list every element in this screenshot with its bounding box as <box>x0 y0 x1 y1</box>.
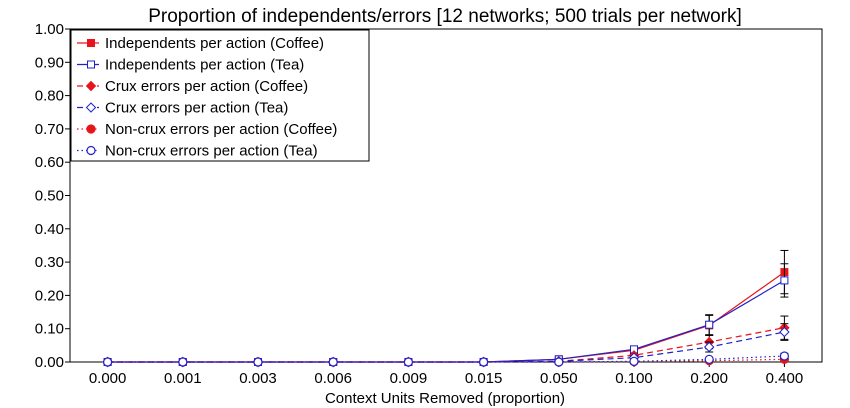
legend-label: Non-crux errors per action (Tea) <box>105 143 318 160</box>
series-5 <box>102 354 790 367</box>
y-tick-label: 0.50 <box>35 188 64 205</box>
legend-marker <box>86 124 96 134</box>
series-2 <box>103 263 789 366</box>
y-tick-label: 0.10 <box>35 321 64 338</box>
legend: Independents per action (Coffee) Independ… <box>70 29 370 162</box>
y-tick-label: 0.30 <box>35 254 64 271</box>
data-point <box>779 326 790 338</box>
x-tick-label: 0.006 <box>314 370 352 387</box>
legend-label: Crux errors per action (Tea) <box>105 100 288 117</box>
x-tick-label: 0.000 <box>89 370 127 387</box>
series-6 <box>102 351 790 367</box>
legend-label: Independents per action (Tea) <box>105 57 304 74</box>
legend-marker <box>85 102 97 113</box>
data-point <box>479 357 489 367</box>
legend-marker <box>85 80 97 92</box>
x-axis: 0.000 0.001 0.003 0.006 0.009 0.015 0.050 0.100… <box>89 362 803 387</box>
series-4 <box>102 323 790 368</box>
x-tick-label: 0.001 <box>164 370 202 387</box>
y-axis: 0.00 0.10 0.20 0.30 0.40 0.50 0.60 0.70 0.80 0.90… <box>35 21 70 371</box>
series-1 <box>103 249 789 366</box>
legend-label: Independents per action (Coffee) <box>105 35 324 52</box>
y-tick-label: 0.70 <box>35 121 64 138</box>
y-tick-label: 0.40 <box>35 221 64 238</box>
y-tick-label: 0.90 <box>35 54 64 71</box>
y-tick-label: 0.60 <box>35 154 64 171</box>
x-tick-label: 0.009 <box>390 370 428 387</box>
data-point <box>705 320 714 329</box>
x-tick-label: 0.100 <box>615 370 653 387</box>
series-line <box>107 271 785 363</box>
legend-label: Crux errors per action (Coffee) <box>105 78 308 95</box>
y-tick-label: 0.20 <box>35 287 64 304</box>
x-tick-label: 0.003 <box>239 370 277 387</box>
data-point <box>102 357 113 367</box>
y-tick-label: 0.80 <box>35 88 64 105</box>
data-point <box>554 357 564 367</box>
y-tick-label: 0.00 <box>35 354 64 371</box>
chart-title: Proportion of independents/errors [12 ne… <box>148 6 742 27</box>
data-point <box>328 357 338 367</box>
series-line <box>107 331 785 363</box>
data-point <box>178 357 188 367</box>
data-point <box>780 276 789 285</box>
legend-marker <box>86 145 96 156</box>
data-point <box>779 351 790 361</box>
x-axis-label: Context Units Removed (proportion) <box>325 390 565 407</box>
y-tick-label: 1.00 <box>35 21 64 38</box>
series-line <box>107 279 785 363</box>
series-line <box>107 355 785 363</box>
x-tick-label: 0.050 <box>540 370 578 387</box>
legend-marker <box>87 60 95 69</box>
x-tick-label: 0.015 <box>465 370 503 387</box>
data-point <box>704 354 714 364</box>
data-point <box>253 357 263 367</box>
legend-label: Non-crux errors per action (Coffee) <box>105 121 337 138</box>
series-layer <box>102 249 790 368</box>
data-point <box>703 341 715 353</box>
data-point <box>403 357 413 367</box>
x-tick-label: 0.200 <box>690 370 728 387</box>
x-tick-label: 0.400 <box>766 370 804 387</box>
data-point <box>629 356 639 366</box>
legend-marker <box>87 39 95 47</box>
legend-box <box>70 29 370 162</box>
series-3 <box>102 315 790 368</box>
